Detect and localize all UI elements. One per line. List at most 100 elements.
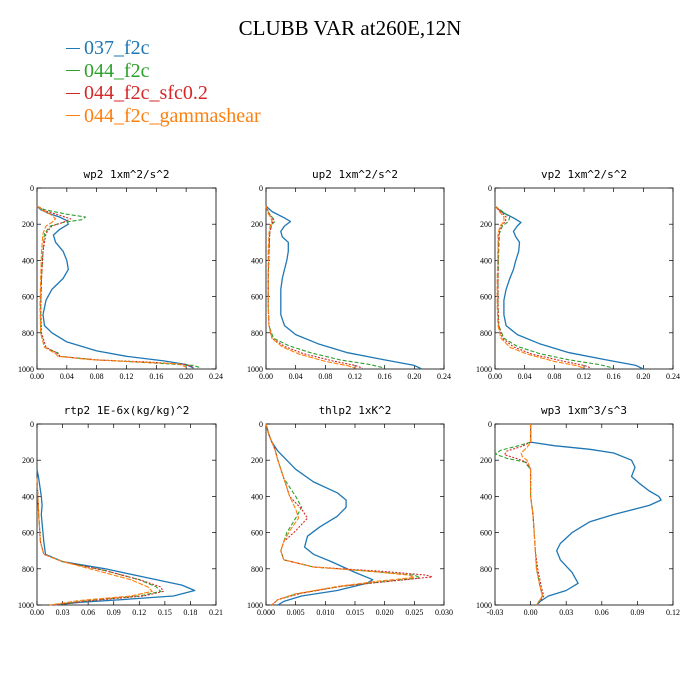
panel-3: vp2 1xm^2/s^2 0.00 0.04 0.08 0.12 0.16 0.20 0.2…: [476, 168, 680, 381]
panel-4: rtp2 1E-6x(kg/kg)^2 0.00 0.03 0.06 0.09 0.12 0…: [18, 404, 223, 617]
series-line-044-f2c-gammashear: [494, 205, 585, 369]
x-tick-label: 0.000: [257, 608, 275, 617]
x-tick-label: 0.16: [378, 372, 392, 381]
y-tick-label: 200: [22, 220, 34, 229]
x-tick-label: 0.08: [318, 372, 332, 381]
x-tick-label: 0.03: [56, 608, 70, 617]
y-tick-label: 200: [22, 456, 34, 465]
series-line-044-f2c: [265, 205, 385, 369]
y-tick-label: 600: [480, 293, 492, 302]
x-tick-label: 0.06: [81, 608, 95, 617]
legend-label-044-f2c-sfc0.2: 044_f2c_sfc0.2: [84, 82, 208, 104]
x-tick-label: 0.00: [524, 608, 538, 617]
series-line-037-f2c: [265, 423, 374, 606]
series-line-044-f2c-gammashear: [36, 205, 187, 368]
y-tick-label: 0: [259, 184, 263, 193]
legend-line-044-f2c-sfc0.2: [66, 92, 80, 94]
series-line-037-f2c: [36, 469, 196, 606]
series-line-044-f2c-gammashear: [265, 423, 415, 606]
x-tick-label: 0.00: [30, 372, 44, 381]
x-tick-label: 0.04: [60, 372, 74, 381]
panel-frame: [265, 187, 445, 370]
y-tick-label: 1000: [476, 601, 492, 610]
y-tick-label: 0: [30, 420, 34, 429]
panel-title: vp2 1xm^2/s^2: [541, 168, 627, 181]
y-tick-label: 600: [251, 293, 263, 302]
series-line-044-f2c-sfc0.2: [36, 478, 164, 606]
y-tick-label: 1000: [476, 365, 492, 374]
series-line-037-f2c: [494, 205, 644, 370]
y-tick-label: 1000: [247, 365, 263, 374]
x-tick-label: 0.020: [376, 608, 394, 617]
legend-item-037-f2c: 037_f2c: [66, 37, 261, 60]
panel-title: wp2 1xm^2/s^2: [83, 168, 169, 181]
x-tick-label: 0.08: [90, 372, 104, 381]
x-tick-label: 0.08: [547, 372, 561, 381]
panel-frame: [36, 187, 217, 370]
y-tick-label: 200: [251, 456, 263, 465]
y-tick-label: 200: [251, 220, 263, 229]
y-tick-label: 400: [251, 256, 263, 265]
x-tick-label: -0.03: [487, 608, 504, 617]
y-tick-label: 1000: [18, 601, 34, 610]
x-tick-label: 0.015: [346, 608, 364, 617]
x-tick-label: 0.09: [630, 608, 644, 617]
legend-line-044-f2c-gammashear: [66, 115, 80, 117]
series-line-044-f2c: [36, 205, 202, 369]
panel-title: wp3 1xm^3/s^3: [541, 404, 627, 417]
legend-line-044-f2c: [66, 70, 80, 72]
y-tick-label: 0: [259, 420, 263, 429]
series-line-044-f2c: [494, 205, 614, 369]
series-line-044-f2c: [36, 478, 162, 606]
series-line-044-f2c-sfc0.2: [494, 205, 592, 369]
y-tick-label: 400: [251, 492, 263, 501]
y-tick-label: 800: [251, 329, 263, 338]
y-tick-label: 600: [251, 529, 263, 538]
series-line-037-f2c: [36, 205, 194, 369]
y-tick-label: 800: [22, 329, 34, 338]
x-tick-label: 0.20: [179, 372, 193, 381]
panel-frame: [494, 187, 674, 370]
x-tick-label: 0.03: [559, 608, 573, 617]
panel-frame: [494, 423, 674, 606]
legend-label-044-f2c: 044_f2c: [84, 59, 150, 82]
x-tick-label: 0.005: [287, 608, 305, 617]
panel-title: thlp2 1xK^2: [319, 404, 392, 417]
series-line-044-f2c-gammashear: [520, 424, 544, 606]
y-tick-label: 1000: [18, 365, 34, 374]
panel-2: up2 1xm^2/s^2 0.00 0.04 0.08 0.12 0.16 0.20 0.2…: [247, 168, 451, 381]
x-tick-label: 0.24: [209, 372, 223, 381]
legend-item-044-f2c: 044_f2c: [66, 60, 261, 83]
x-tick-label: 0.15: [158, 608, 172, 617]
x-tick-label: 0.025: [405, 608, 423, 617]
series-line-037-f2c: [265, 205, 423, 370]
y-tick-label: 800: [480, 565, 492, 574]
y-tick-label: 0: [488, 420, 492, 429]
x-tick-label: 0.12: [120, 372, 134, 381]
legend: 037_f2c 044_f2c 044_f2c_sfc0.2 044_f2c_g…: [66, 37, 261, 127]
x-tick-label: 0.06: [595, 608, 609, 617]
x-tick-label: 0.00: [30, 608, 44, 617]
panel-frame: [36, 423, 217, 606]
x-tick-label: 0.12: [348, 372, 362, 381]
legend-line-037-f2c: [66, 47, 80, 49]
y-tick-label: 200: [480, 220, 492, 229]
series-line-037-f2c: [529, 424, 662, 606]
y-tick-label: 800: [480, 329, 492, 338]
x-tick-label: 0.21: [209, 608, 223, 617]
y-tick-label: 600: [22, 293, 34, 302]
y-tick-label: 800: [22, 565, 34, 574]
y-tick-label: 800: [251, 565, 263, 574]
y-tick-label: 400: [480, 492, 492, 501]
legend-item-044-f2c-sfc0.2: 044_f2c_sfc0.2: [66, 82, 261, 105]
y-tick-label: 400: [22, 256, 34, 265]
y-tick-label: 600: [22, 529, 34, 538]
x-tick-label: 0.12: [132, 608, 146, 617]
y-tick-label: 400: [480, 256, 492, 265]
panel-1: wp2 1xm^2/s^2 0.00 0.04 0.08 0.12 0.16 0.20 0.2…: [18, 168, 223, 381]
y-tick-label: 600: [480, 529, 492, 538]
x-tick-label: 0.00: [488, 372, 502, 381]
legend-label-044-f2c-gammashear: 044_f2c_gammashear: [84, 104, 261, 127]
x-tick-label: 0.04: [289, 372, 303, 381]
